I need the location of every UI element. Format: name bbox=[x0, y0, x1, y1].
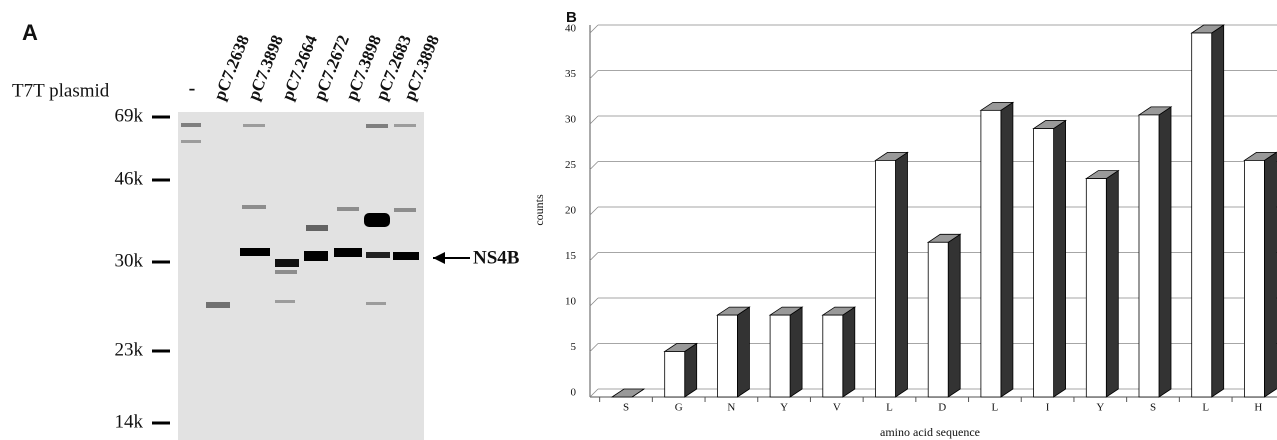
grid-line-depth bbox=[590, 25, 598, 33]
gel-image bbox=[178, 112, 424, 440]
x-tick-label: Y bbox=[780, 402, 788, 414]
y-tick-label: 40 bbox=[565, 23, 577, 35]
bar bbox=[876, 160, 896, 397]
bar bbox=[1192, 33, 1212, 397]
y-tick-label: 0 bbox=[571, 387, 577, 399]
bar bbox=[1244, 160, 1264, 397]
bar-side bbox=[737, 307, 749, 397]
grid-line-depth bbox=[590, 253, 598, 261]
x-tick-label: G bbox=[675, 402, 683, 414]
marker-label: 46k bbox=[115, 168, 144, 189]
x-tick-label: N bbox=[727, 402, 735, 414]
x-tick-label: I bbox=[1046, 402, 1050, 414]
bar-top bbox=[612, 389, 644, 397]
marker-label: 69k bbox=[115, 105, 144, 126]
bar bbox=[770, 315, 790, 397]
x-tick-label: H bbox=[1254, 402, 1262, 414]
grid-line-depth bbox=[590, 162, 598, 170]
bar-side bbox=[843, 307, 855, 397]
bar-side bbox=[896, 152, 908, 397]
lane-label: - bbox=[189, 78, 196, 100]
x-tick-label: L bbox=[1202, 402, 1209, 414]
x-tick-label: S bbox=[623, 402, 629, 414]
bar bbox=[717, 315, 737, 397]
bar-side bbox=[948, 234, 960, 397]
bar bbox=[1086, 179, 1106, 397]
band-label: NS4B bbox=[473, 247, 520, 268]
bar bbox=[1139, 115, 1159, 397]
bar-side bbox=[1054, 121, 1066, 397]
grid-line-depth bbox=[590, 207, 598, 215]
y-tick-label: 5 bbox=[571, 341, 577, 353]
y-tick-label: 35 bbox=[565, 68, 577, 80]
marker-label: 30k bbox=[115, 250, 144, 271]
bar-side bbox=[685, 344, 697, 398]
bar-side bbox=[1106, 171, 1118, 397]
row-label: T7T plasmid bbox=[12, 80, 110, 101]
x-tick-label: L bbox=[886, 402, 893, 414]
x-tick-label: S bbox=[1150, 402, 1156, 414]
y-tick-label: 10 bbox=[565, 296, 577, 308]
grid-line-depth bbox=[590, 71, 598, 79]
y-tick-label: 30 bbox=[565, 114, 577, 126]
bar-side bbox=[790, 307, 802, 397]
arrow-head bbox=[433, 252, 445, 264]
y-tick-label: 25 bbox=[565, 159, 577, 171]
marker-label: 14k bbox=[115, 411, 144, 432]
grid-line-depth bbox=[590, 344, 598, 352]
bar bbox=[1034, 129, 1054, 397]
bar-side bbox=[1001, 102, 1013, 397]
marker-label: 23k bbox=[115, 339, 144, 360]
bar-side bbox=[1159, 107, 1171, 397]
y-tick-label: 20 bbox=[565, 205, 577, 217]
x-axis-label: amino acid sequence bbox=[880, 425, 980, 439]
grid-line-depth bbox=[590, 389, 598, 397]
x-tick-label: V bbox=[833, 402, 841, 414]
y-tick-label: 15 bbox=[565, 250, 577, 262]
bar bbox=[981, 110, 1001, 397]
panel-label: A bbox=[22, 20, 38, 45]
figure: A T7T plasmid NS4B -pC7.2638pC7.3898pC7.… bbox=[0, 0, 1277, 440]
bar bbox=[665, 352, 685, 398]
grid-line-depth bbox=[590, 116, 598, 124]
bar bbox=[928, 242, 948, 397]
bar-side bbox=[1264, 152, 1276, 397]
bar bbox=[823, 315, 843, 397]
grid-line-depth bbox=[590, 298, 598, 306]
bar-side bbox=[1212, 25, 1224, 397]
x-tick-label: L bbox=[992, 402, 999, 414]
x-tick-label: Y bbox=[1096, 402, 1104, 414]
y-axis-label: counts bbox=[532, 194, 546, 226]
x-tick-label: D bbox=[938, 402, 946, 414]
